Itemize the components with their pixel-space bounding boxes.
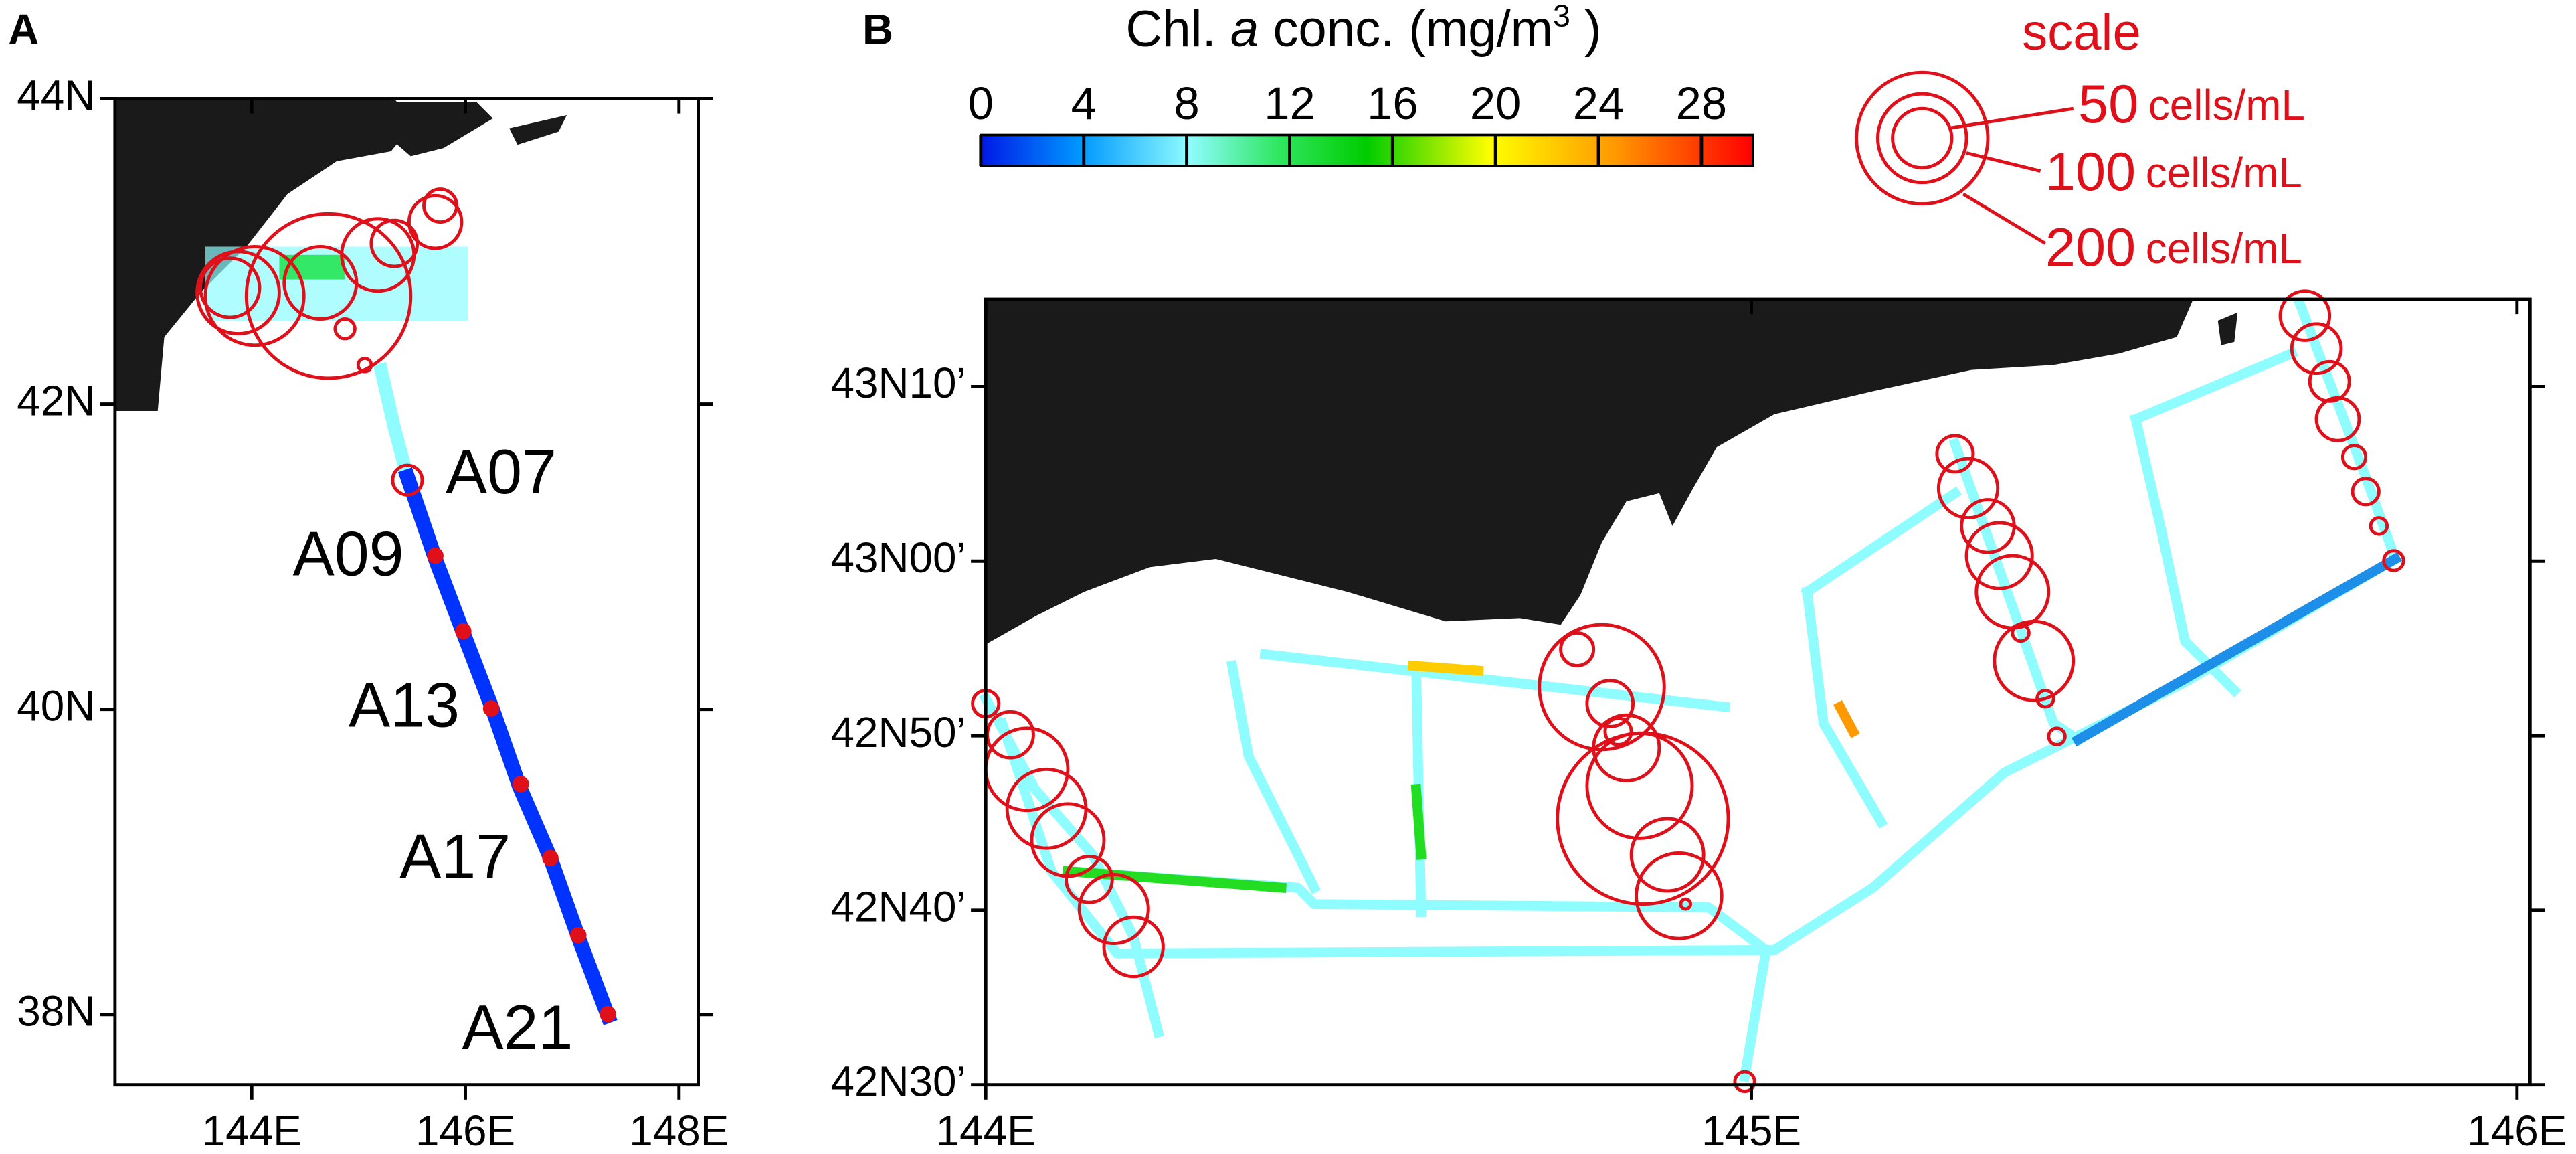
title-part: a	[1230, 1, 1259, 58]
scale-unit: cells/mL	[2146, 224, 2302, 272]
land	[114, 98, 414, 412]
station-dots	[427, 547, 616, 1023]
land	[2217, 312, 2238, 345]
scale-label: 100 cells/mL	[2045, 142, 2302, 202]
title-part: 3	[1553, 0, 1570, 33]
title-part: Chl.	[1125, 1, 1230, 58]
scale-unit: cells/mL	[2148, 81, 2305, 129]
scale-number: 200	[2045, 218, 2136, 278]
x-tick-label: 145E	[1701, 1106, 1801, 1154]
scale-number: 100	[2045, 142, 2136, 202]
colorbar-tick-label: 24	[1573, 78, 1624, 129]
y-tick-label: 43N00’	[830, 533, 965, 582]
map-frame	[984, 297, 2532, 1087]
y-tick-label: 38N	[17, 987, 95, 1036]
station-label: A21	[462, 993, 573, 1062]
y-tick-label: 42N40’	[830, 883, 965, 931]
x-tick-label: 148E	[629, 1106, 729, 1154]
cell-circles	[195, 187, 464, 497]
x-tick-label: 146E	[416, 1106, 515, 1154]
y-tick-label: 40N	[17, 682, 95, 730]
colorbar-title: Chl. a conc. (mg/m3 )	[1125, 0, 1601, 58]
scale-label: 200 cells/mL	[2045, 218, 2302, 278]
colorbar-tick-label: 16	[1367, 78, 1418, 129]
colorbar	[980, 133, 1754, 168]
scale-number: 50	[2078, 75, 2138, 135]
x-tick-label: 144E	[202, 1106, 302, 1154]
y-tick-label: 44N	[17, 71, 95, 119]
track	[397, 467, 618, 1025]
ship-tracks	[979, 297, 2402, 1082]
panel-label: A	[8, 5, 39, 54]
colorbar-tick-label: 4	[1071, 78, 1097, 129]
station-label: A09	[293, 519, 404, 589]
map-frame	[113, 97, 700, 1087]
x-tick-label: 146E	[2467, 1106, 2567, 1154]
y-tick-label: 42N50’	[830, 708, 965, 756]
colorbar-tick-label: 28	[1676, 78, 1727, 129]
panel-label: B	[862, 5, 893, 54]
colorbar-tick-label: 8	[1174, 78, 1199, 129]
chl-highlights	[1063, 660, 1860, 893]
survey-area	[205, 246, 468, 321]
title-part: )	[1570, 1, 1602, 58]
station-label: A13	[349, 671, 460, 740]
scale-label: 50 cells/mL	[2078, 75, 2305, 135]
y-tick-label: 42N30’	[830, 1058, 965, 1106]
colorbar-tick-label: 0	[968, 78, 994, 129]
title-part: conc. (mg/m	[1259, 1, 1553, 58]
station-label: A07	[446, 437, 557, 507]
y-tick-label: 43N10’	[830, 359, 965, 407]
land	[986, 299, 2193, 645]
y-tick-label: 42N	[17, 376, 95, 424]
x-tick-label: 144E	[936, 1106, 1036, 1154]
scale-title: scale	[2022, 4, 2141, 61]
track	[373, 361, 416, 485]
colorbar-tick-label: 20	[1470, 78, 1521, 129]
colorbar-tick-label: 12	[1264, 78, 1315, 129]
scale-circles	[1855, 70, 2074, 245]
station-label: A17	[399, 821, 511, 891]
land	[377, 102, 567, 157]
scale-unit: cells/mL	[2146, 149, 2302, 197]
